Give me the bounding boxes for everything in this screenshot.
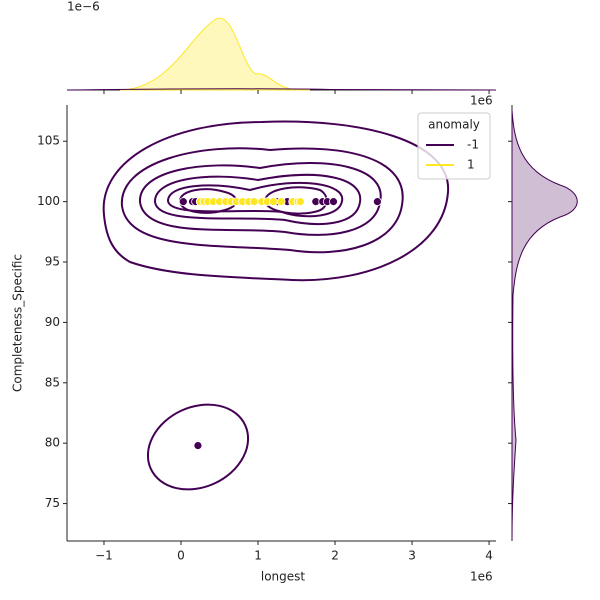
x-tick-label: 1 (254, 549, 262, 563)
point (329, 197, 338, 207)
y-tick-label: 105 (37, 134, 60, 148)
y-tick-label: 75 (45, 496, 60, 510)
top-offset-label: 1e6 (470, 94, 493, 108)
x-tick-label: −1 (95, 549, 113, 563)
point (193, 441, 203, 450)
point (372, 197, 382, 207)
legend-title: anomaly (428, 118, 480, 132)
density-curve (119, 17, 311, 91)
density-curve (511, 109, 578, 542)
point (249, 197, 259, 207)
y-axis-label: Completeness_Specific (11, 254, 25, 392)
x-tick-label: 0 (177, 549, 185, 563)
density-offset-label: 1e−6 (67, 0, 100, 14)
point (276, 197, 286, 207)
kde-contour (166, 181, 344, 218)
main-axes (66, 105, 496, 542)
legend-label: -1 (467, 138, 479, 152)
right-marginal (511, 105, 578, 542)
kde-contour (153, 174, 362, 225)
x-tick-label: 2 (331, 549, 339, 563)
point (269, 197, 278, 207)
x-axis-label: longest (261, 570, 306, 584)
y-tick-label: 90 (45, 315, 60, 329)
kde-contour (102, 120, 450, 282)
y-tick-label: 85 (45, 375, 60, 389)
x-offset-label: 1e6 (470, 570, 493, 584)
y-tick-label: 95 (45, 255, 60, 269)
y-tick-label: 100 (37, 194, 60, 208)
x-tick-label: 3 (408, 549, 416, 563)
legend-label: 1 (467, 158, 475, 172)
point (295, 197, 305, 207)
kde-contour (120, 147, 404, 254)
y-tick-label: 80 (45, 436, 60, 450)
point (178, 197, 188, 207)
x-tick-label: 4 (485, 549, 493, 563)
density-curve (66, 88, 497, 91)
kde-contours (102, 120, 450, 491)
top-marginal (66, 17, 497, 91)
kde-contour (146, 403, 250, 491)
